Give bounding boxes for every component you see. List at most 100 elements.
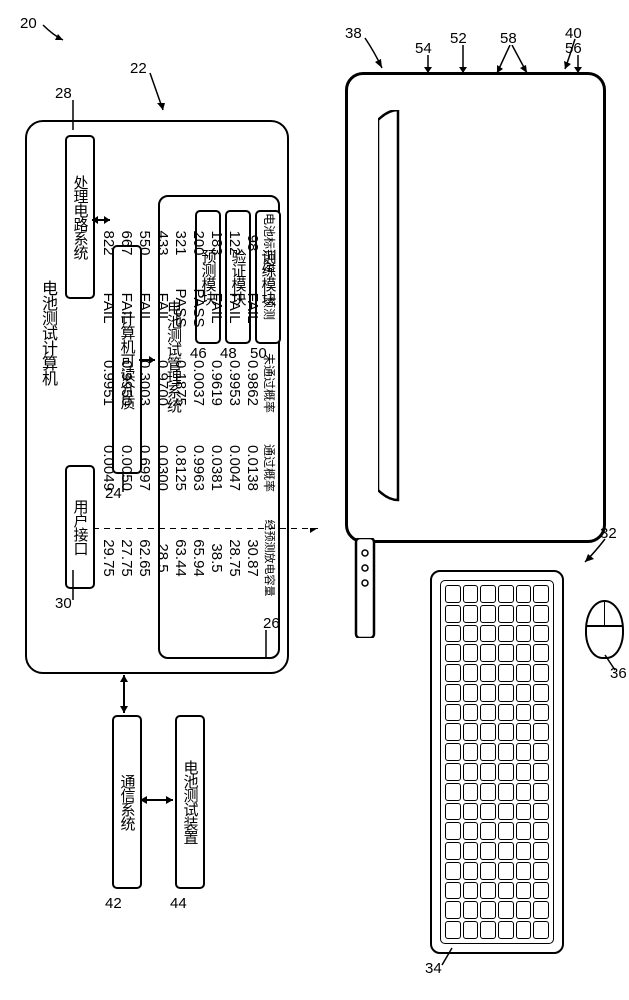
key [516, 644, 532, 662]
comm-box: 通信系统 [112, 715, 142, 889]
key [498, 625, 514, 643]
key [516, 684, 532, 702]
key [533, 684, 549, 702]
key [498, 882, 514, 900]
callout-28: 28 [55, 85, 72, 102]
key [445, 723, 461, 741]
key [498, 862, 514, 880]
key [516, 901, 532, 919]
key [480, 822, 496, 840]
key [463, 684, 479, 702]
key [463, 605, 479, 623]
key [533, 783, 549, 801]
key [533, 743, 549, 761]
monitor-stand [350, 538, 400, 638]
key [498, 803, 514, 821]
key [533, 882, 549, 900]
key [463, 783, 479, 801]
key [463, 723, 479, 741]
key [463, 644, 479, 662]
table-row: 433FAIL0.97000.030028.5 [153, 208, 171, 658]
key [445, 625, 461, 643]
callout-20-text: 20 [20, 15, 37, 32]
key [498, 684, 514, 702]
callout-44: 44 [170, 895, 187, 912]
system-diagram: 电池测试计算机 处理电路系统 用户接口 计算机可读介质 电池测试管理系统 预测模… [10, 10, 619, 990]
key [445, 882, 461, 900]
key [445, 842, 461, 860]
key [533, 901, 549, 919]
key [533, 625, 549, 643]
callout-58: 58 [500, 30, 517, 47]
callout-38: 38 [345, 25, 362, 42]
key [480, 882, 496, 900]
callout-52: 52 [450, 30, 467, 47]
key [533, 664, 549, 682]
connector-comm-device [140, 790, 175, 810]
callout-36: 36 [610, 665, 627, 682]
key [533, 585, 549, 603]
callout-34: 34 [425, 960, 442, 977]
table-row: 183FAIL0.96190.038138.5 [207, 208, 225, 658]
col-header-fail: 未通过概率 [261, 338, 278, 428]
col-header-cap: 经预测放电容量 [261, 508, 278, 608]
table-row: 321PASS0.18750.812563.44 [171, 208, 189, 658]
key [516, 625, 532, 643]
key [480, 783, 496, 801]
key [516, 882, 532, 900]
key [516, 783, 532, 801]
key [445, 862, 461, 880]
key [463, 625, 479, 643]
key [445, 704, 461, 722]
key [445, 783, 461, 801]
key [498, 921, 514, 939]
table-row: 667FAIL0.99500.005027.75 [117, 208, 135, 658]
key [533, 704, 549, 722]
device-label: 电池测试装置 [180, 760, 201, 844]
callout-42: 42 [105, 895, 122, 912]
screen-content: 电池标识符 预测 未通过概率 通过概率 经预测放电容量 98FAIL0.9862… [405, 80, 600, 530]
key [498, 743, 514, 761]
key [480, 921, 496, 939]
key [463, 862, 479, 880]
key [533, 862, 549, 880]
key [498, 822, 514, 840]
col-header-id: 电池标识符 [261, 208, 278, 278]
table-row: 550FAIL0.30030.699762.65 [135, 208, 153, 658]
key [516, 822, 532, 840]
key [516, 664, 532, 682]
key [533, 644, 549, 662]
key [463, 743, 479, 761]
main-computer-label: 电池测试计算机 [35, 280, 59, 385]
key [498, 585, 514, 603]
key [516, 862, 532, 880]
key [463, 803, 479, 821]
key [445, 585, 461, 603]
key [516, 921, 532, 939]
key [445, 644, 461, 662]
key [445, 822, 461, 840]
key [498, 783, 514, 801]
key [498, 644, 514, 662]
key [445, 763, 461, 781]
key [516, 605, 532, 623]
callout-32: 32 [600, 525, 617, 542]
table-rows: 98FAIL0.98620.013830.87122FAIL0.99530.00… [99, 208, 261, 658]
key [480, 644, 496, 662]
key [480, 862, 496, 880]
key [498, 704, 514, 722]
monitor-base [378, 110, 408, 510]
key [480, 605, 496, 623]
callout-54: 54 [415, 40, 432, 57]
key [463, 842, 479, 860]
callout-56: 56 [565, 40, 582, 57]
key [498, 763, 514, 781]
keyboard [430, 570, 564, 954]
callout-30: 30 [55, 595, 72, 612]
key [480, 803, 496, 821]
key [463, 704, 479, 722]
key [498, 664, 514, 682]
key [480, 743, 496, 761]
key [516, 585, 532, 603]
col-header-pass: 通过概率 [261, 428, 278, 508]
